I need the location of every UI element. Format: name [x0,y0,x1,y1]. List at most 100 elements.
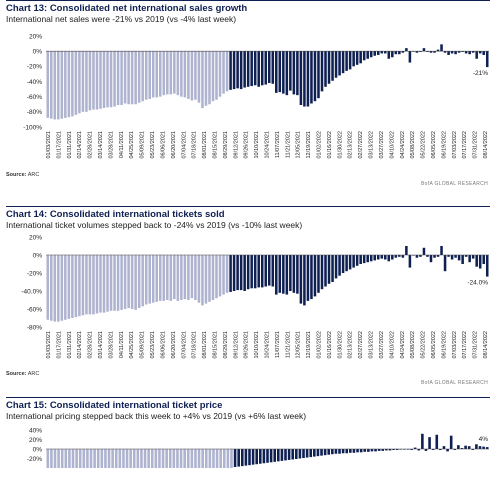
chart-13-bar [331,51,334,81]
chart-15-bar [86,449,89,468]
chart-14-bar [239,255,243,291]
chart-13-bar [85,51,88,112]
chart-14-bar [78,255,81,317]
chart-15-bar [251,449,255,465]
chart-14-xtick-label: 03/27/2022 [379,331,385,359]
chart-15-bar [377,449,381,451]
chart-15-bar [129,449,132,468]
chart-14-bar [345,255,348,272]
chart-14-xtick-label: 02/28/2021 [88,331,94,359]
chart-13-bar [373,51,376,56]
chart-15-bar [233,449,237,468]
chart-15-bar [359,449,363,453]
chart-15-bar [255,449,258,465]
chart-15-bar [222,449,226,468]
chart-13-bar [429,51,433,53]
chart-14-xtick-label: 04/25/2021 [129,331,135,359]
chart-14-bar [359,255,362,264]
chart-13-bar [450,51,454,54]
chart-14-bar [433,255,436,258]
chart-13-bar [426,51,429,52]
chart-15-bar [118,449,122,468]
chart-15-bar [284,449,287,461]
chart-14-bar [415,255,419,258]
chart-13-bar [401,51,405,53]
chart-14-bar [201,255,204,306]
chart-15-bar [352,449,356,453]
chart-13-bar [436,49,440,52]
chart-13-bar [250,51,253,87]
chart-13-bar [134,51,137,105]
chart-15-bar [161,449,165,468]
chart-13-bar [412,51,415,52]
chart-14-bar [450,255,454,260]
chart-14-bar [141,255,144,307]
chart-13-bar [120,51,123,106]
chart-14-bar [67,255,71,319]
chart-14-bar [454,255,457,258]
chart-15-bar [219,449,222,468]
chart-14-bar [215,255,218,299]
chart-14-xtick-label: 11/07/2021 [275,331,281,358]
chart-13-bar [398,51,401,55]
chart-14-bar [376,255,380,260]
chart-15-bar [107,449,111,468]
chart-13-bar [267,51,271,84]
chart-13-bar [197,51,201,103]
chart-13-bar [106,51,109,108]
chart-13-bar [99,51,102,109]
chart-13-xtick-label: 03/27/2022 [379,131,385,159]
chart-13-bar [246,51,250,87]
chart-13-bar [471,51,475,53]
chart-13-bar [341,51,345,74]
chart-14-bar [440,246,443,255]
chart-15-bar [395,449,399,450]
chart-13-bar [478,51,482,54]
chart-13-bar [391,51,394,58]
chart-14-bar [99,255,102,313]
chart-14-bar [478,255,482,269]
chart-14-xtick-label: 05/09/2021 [140,331,146,359]
chart-13-bar [289,51,292,91]
chart-14-bar [95,255,99,314]
chart-14-bar [116,255,120,311]
chart-14-xtick-label: 03/13/2022 [369,331,375,359]
chart-14-xtick-label: 04/24/2022 [400,331,406,359]
chart-15-ytick-label: 40% [29,427,42,434]
chart-13-xtick-label: 06/20/2021 [171,131,177,159]
chart-13-bar [380,51,384,54]
chart-14-bar [429,255,433,263]
chart-14-bar [352,255,355,268]
chart-13-bar [64,51,67,118]
chart-14-bar [137,255,141,309]
chart-14-bar [384,255,387,260]
chart-13-xtick-label: 01/30/2022 [337,131,343,159]
chart-14-bar [443,255,447,272]
chart-13-bar [355,51,359,65]
chart-13-bar [53,51,57,120]
chart-14-bar [471,255,475,259]
chart-13-bar [306,51,310,107]
chart-14-bar [292,255,296,293]
chart-13-bar [173,51,176,94]
chart-14-bar [320,255,324,290]
chart-14-xtick-label: 12/19/2021 [306,331,312,359]
chart-13-bar [201,51,204,109]
chart-14-bar [366,255,369,263]
chart-14-bar [464,255,468,257]
chart-14-bar [183,255,187,300]
chart-15-bar [147,449,150,468]
chart-15-bar [320,449,323,456]
chart-14-bar [187,255,190,300]
chart-13-ytick-label: -100% [23,124,42,131]
chart-13-bar [348,51,352,70]
chart-14-bar [468,255,471,263]
chart-14-bar [166,255,169,300]
chart-15-bar [64,449,68,468]
chart-14-last-value-label: -24.0% [467,280,488,287]
chart-15-bar [154,449,158,468]
chart-13-bar [109,51,113,108]
chart-13-bar [440,44,443,52]
chart-14-ytick-label: 0% [33,252,43,259]
chart-15-bar [172,449,176,468]
